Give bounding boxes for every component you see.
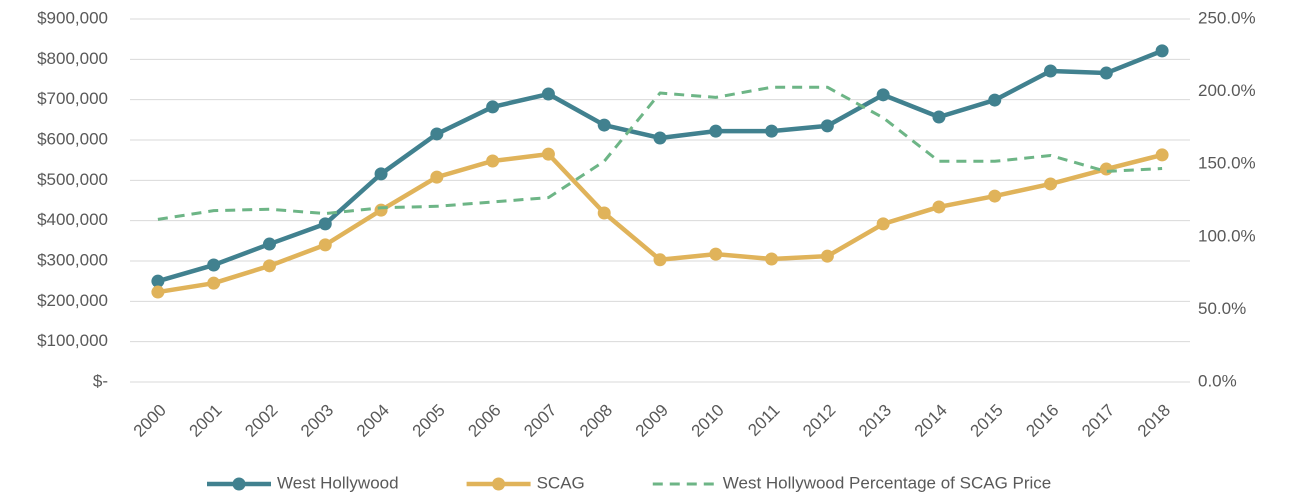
y2-tick-label: 250.0% xyxy=(1198,8,1256,27)
legend-label: SCAG xyxy=(537,473,585,492)
x-tick-label: 2012 xyxy=(799,401,839,441)
point xyxy=(709,124,723,138)
legend-label: West Hollywood xyxy=(277,473,399,492)
point xyxy=(597,206,611,220)
point xyxy=(932,200,946,214)
point xyxy=(262,259,276,273)
x-tick-label: 2005 xyxy=(409,401,449,441)
y-tick-label: $800,000 xyxy=(37,49,108,68)
x-tick-label: 2011 xyxy=(744,401,783,440)
x-tick-label: 2009 xyxy=(632,401,672,441)
y2-tick-label: 100.0% xyxy=(1198,226,1256,245)
x-tick-label: 2008 xyxy=(576,401,616,441)
series-line xyxy=(157,85,1163,221)
y2-tick-label: 0.0% xyxy=(1198,371,1237,390)
x-tick-label: 2014 xyxy=(911,401,951,441)
x-tick-label: 2003 xyxy=(297,401,337,441)
x-tick-label: 2010 xyxy=(688,401,728,441)
y-tick-label: $600,000 xyxy=(37,129,108,148)
series-line xyxy=(157,151,1163,295)
point xyxy=(1044,64,1058,78)
point xyxy=(597,118,611,132)
y-tick-label: $900,000 xyxy=(37,8,108,27)
point xyxy=(988,93,1002,107)
point xyxy=(374,203,388,217)
series-line xyxy=(157,48,1163,284)
point xyxy=(151,274,165,288)
y-tick-label: $700,000 xyxy=(37,89,108,108)
point xyxy=(374,167,388,181)
point xyxy=(151,285,165,299)
point xyxy=(430,170,444,184)
point xyxy=(1155,44,1169,58)
x-tick-label: 2006 xyxy=(464,401,504,441)
y-tick-label: $300,000 xyxy=(37,250,108,269)
x-tick-label: 2017 xyxy=(1078,401,1118,441)
x-tick-label: 2007 xyxy=(520,401,560,441)
y2-tick-label: 150.0% xyxy=(1198,154,1256,173)
point xyxy=(876,217,890,231)
point xyxy=(207,276,221,290)
point xyxy=(486,154,500,168)
y-tick-label: $500,000 xyxy=(37,170,108,189)
point xyxy=(988,189,1002,203)
x-tick-label: 2018 xyxy=(1134,401,1174,441)
point xyxy=(932,110,946,124)
point xyxy=(653,253,667,267)
point xyxy=(765,124,779,138)
x-tick-label: 2004 xyxy=(353,401,393,441)
y-tick-label: $100,000 xyxy=(37,331,108,350)
x-tick-label: 2000 xyxy=(130,401,170,441)
point xyxy=(541,147,555,161)
y2-tick-label: 200.0% xyxy=(1198,81,1256,100)
point xyxy=(318,217,332,231)
legend-marker xyxy=(492,477,506,491)
point xyxy=(765,252,779,266)
y2-tick-label: 50.0% xyxy=(1198,299,1246,318)
point xyxy=(820,249,834,263)
legend-marker xyxy=(232,477,246,491)
y-tick-label: $- xyxy=(93,371,108,390)
point xyxy=(1155,148,1169,162)
point xyxy=(876,88,890,102)
point xyxy=(486,100,500,114)
point xyxy=(1099,66,1113,80)
point xyxy=(262,237,276,251)
point xyxy=(207,258,221,272)
point xyxy=(709,247,723,261)
y-tick-label: $400,000 xyxy=(37,210,108,229)
point xyxy=(541,87,555,101)
x-tick-label: 2016 xyxy=(1022,401,1062,441)
point xyxy=(653,131,667,145)
x-tick-label: 2013 xyxy=(855,401,895,441)
point xyxy=(430,127,444,141)
y-tick-label: $200,000 xyxy=(37,291,108,310)
x-tick-label: 2001 xyxy=(186,401,226,441)
legend-label: West Hollywood Percentage of SCAG Price xyxy=(723,473,1052,492)
point xyxy=(1099,162,1113,176)
x-tick-label: 2002 xyxy=(241,401,281,441)
point xyxy=(318,238,332,252)
point xyxy=(820,119,834,133)
point xyxy=(1044,177,1058,191)
x-tick-label: 2015 xyxy=(967,401,1007,441)
